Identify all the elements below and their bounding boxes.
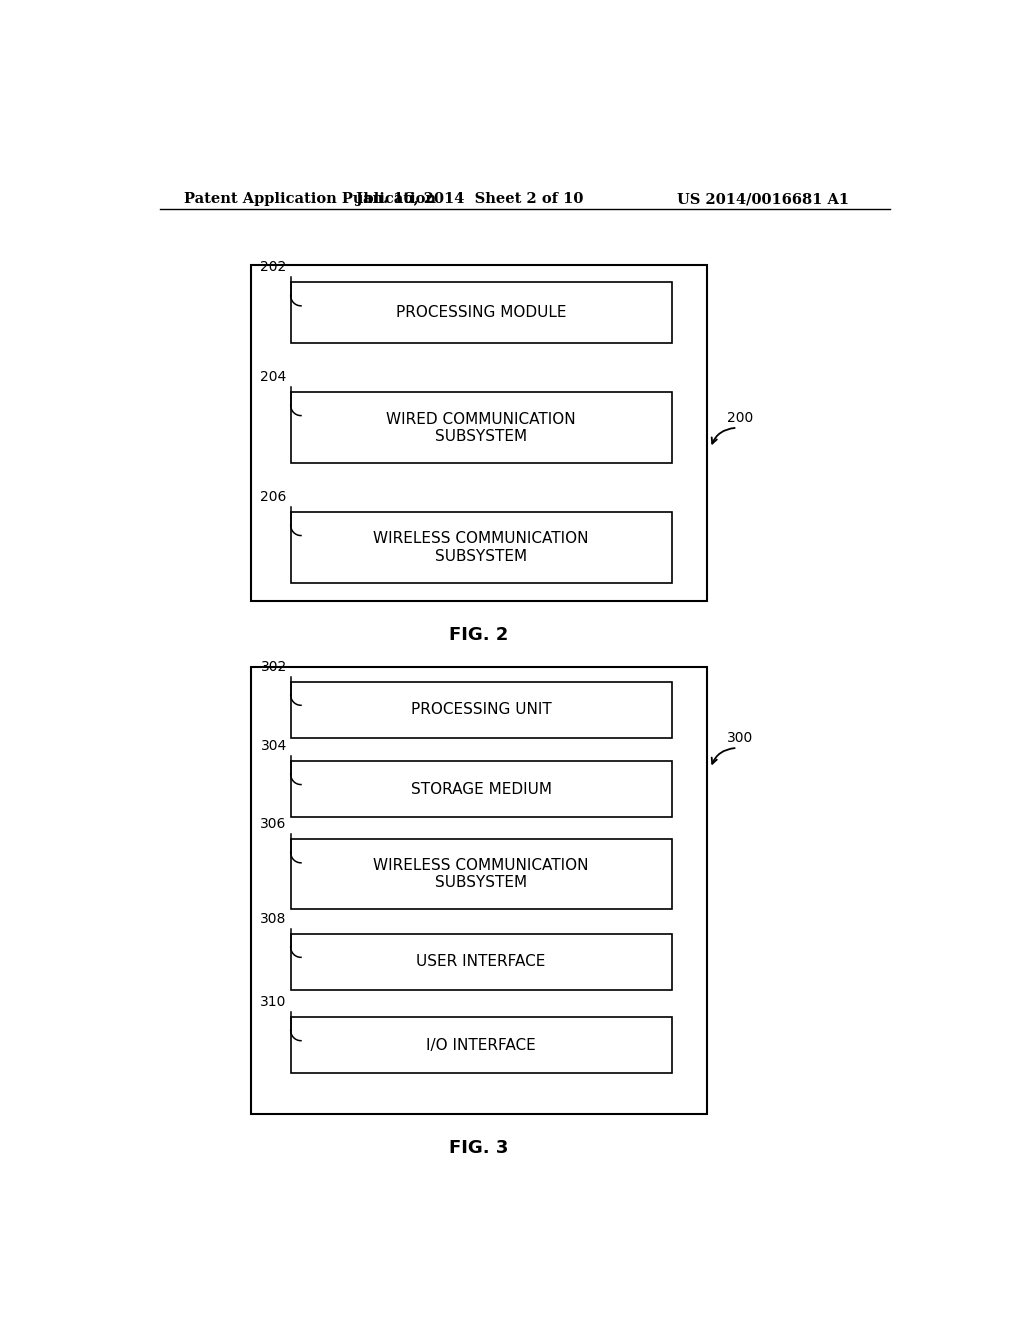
Bar [291, 1018, 672, 1073]
Text: 310: 310 [260, 995, 287, 1008]
Bar [291, 392, 672, 463]
Bar [251, 265, 708, 601]
Bar [291, 282, 672, 343]
Text: 300: 300 [727, 731, 754, 744]
Text: 204: 204 [260, 370, 287, 384]
Bar [291, 682, 672, 738]
Text: WIRELESS COMMUNICATION
SUBSYSTEM: WIRELESS COMMUNICATION SUBSYSTEM [374, 858, 589, 890]
Bar [291, 840, 672, 908]
Text: FIG. 3: FIG. 3 [450, 1139, 509, 1158]
Text: Jan. 16, 2014  Sheet 2 of 10: Jan. 16, 2014 Sheet 2 of 10 [355, 191, 583, 206]
Text: I/O INTERFACE: I/O INTERFACE [426, 1038, 536, 1053]
Text: USER INTERFACE: USER INTERFACE [417, 954, 546, 969]
Text: STORAGE MEDIUM: STORAGE MEDIUM [411, 781, 552, 796]
Text: 206: 206 [260, 490, 287, 504]
Bar [251, 667, 708, 1114]
Text: 304: 304 [260, 739, 287, 752]
Text: 202: 202 [260, 260, 287, 275]
Text: 200: 200 [727, 411, 754, 425]
Text: WIRED COMMUNICATION
SUBSYSTEM: WIRED COMMUNICATION SUBSYSTEM [386, 412, 575, 444]
Text: 306: 306 [260, 817, 287, 832]
Bar [291, 935, 672, 990]
Text: PROCESSING MODULE: PROCESSING MODULE [396, 305, 566, 321]
Text: Patent Application Publication: Patent Application Publication [183, 191, 435, 206]
Text: PROCESSING UNIT: PROCESSING UNIT [411, 702, 552, 717]
Text: WIRELESS COMMUNICATION
SUBSYSTEM: WIRELESS COMMUNICATION SUBSYSTEM [374, 532, 589, 564]
Text: US 2014/0016681 A1: US 2014/0016681 A1 [677, 191, 849, 206]
Text: FIG. 2: FIG. 2 [450, 626, 509, 644]
Text: 308: 308 [260, 912, 287, 925]
Text: 302: 302 [260, 660, 287, 673]
Bar [291, 512, 672, 583]
Bar [291, 762, 672, 817]
